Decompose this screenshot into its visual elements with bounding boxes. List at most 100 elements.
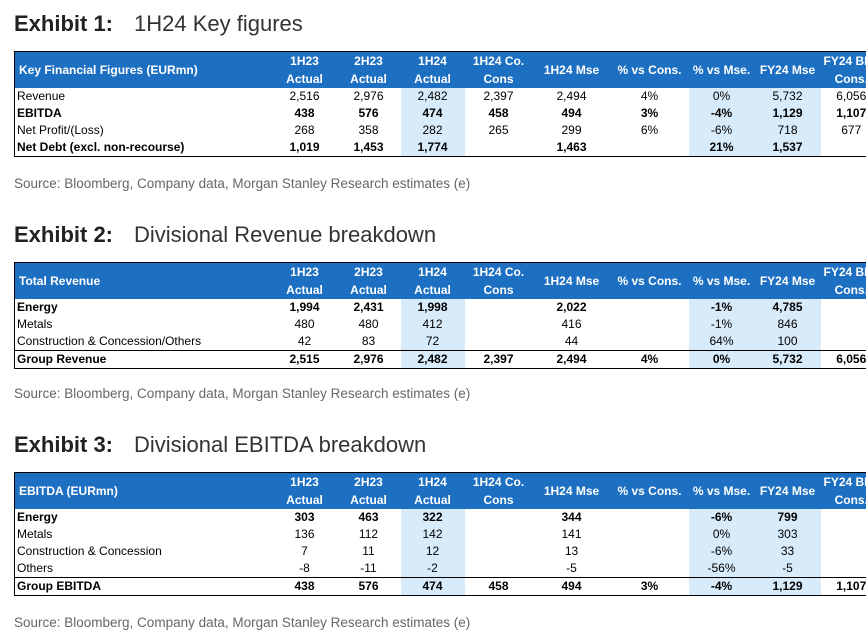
table-cell: 1,537 — [754, 139, 821, 157]
column-subheader: Cons. — [820, 491, 866, 509]
column-header: FY24 Mse — [754, 51, 821, 88]
table-cell: 4,785 — [754, 299, 821, 316]
table-cell: -56% — [688, 560, 755, 578]
row-label: Construction & Concession/Others — [17, 334, 202, 348]
column-subheader: Actual — [400, 491, 465, 509]
row-label: Construction & Concession — [17, 544, 162, 558]
row-label: Revenue — [17, 89, 66, 103]
table-cell: 2,494 — [556, 89, 587, 103]
table-cell — [465, 543, 533, 560]
table-cell: 1,019 — [289, 140, 320, 154]
row-label: Energy — [17, 300, 58, 314]
column-header: 1H24 Mse — [532, 262, 611, 299]
table-cell — [821, 509, 866, 526]
ebitda-breakdown-table: EBITDA (EURmn) 1H23 2H23 1H24 1H24 Co. 1H24 M… — [14, 472, 866, 596]
table-cell — [611, 526, 689, 543]
table-cell: 5,732 — [754, 88, 821, 105]
table-cell — [611, 543, 689, 560]
table-cell — [465, 299, 533, 316]
table-row: Group Revenue 2,515 2,976 2,482 2,397 2,494 4%… — [14, 350, 866, 369]
column-header: FY24 Mse — [754, 262, 821, 299]
table-cell: 458 — [488, 106, 509, 120]
table-cell — [465, 509, 533, 526]
table-cell: 12 — [400, 543, 465, 560]
table-cell: 42 — [297, 334, 312, 348]
table-cell: 3% — [610, 577, 689, 596]
table-cell: 13 — [564, 544, 579, 558]
exhibit-title: Divisional Revenue breakdown — [134, 222, 437, 247]
table-cell: 21% — [688, 139, 755, 157]
table-cell: 2,976 — [336, 350, 401, 369]
table-cell: 1,129 — [754, 577, 821, 596]
table-cell: 494 — [561, 106, 582, 120]
table-cell: 2,431 — [353, 300, 384, 314]
table-cell: -5 — [754, 560, 821, 578]
column-subheader: Actual — [336, 70, 401, 88]
table-cell — [465, 560, 533, 578]
table-cell: -11 — [360, 561, 377, 575]
column-header: % vs Mse. — [688, 472, 755, 509]
column-subheader: Actual — [272, 281, 337, 299]
exhibit-number: Exhibit 3: — [14, 432, 114, 457]
table-cell: -8 — [299, 561, 310, 575]
row-label: Group Revenue — [14, 350, 273, 369]
table-cell — [611, 509, 689, 526]
table-cell: 142 — [400, 526, 465, 543]
column-subheader: Actual — [400, 281, 465, 299]
table-cell: 6,056 — [836, 89, 866, 103]
table-cell: 1,463 — [556, 140, 587, 154]
revenue-breakdown-table: Total Revenue 1H23 2H23 1H24 1H24 Co. 1H24 Ms… — [14, 262, 866, 369]
table-cell: -5 — [566, 561, 577, 575]
table-cell: 0% — [688, 526, 755, 543]
column-subheader: Cons — [464, 70, 533, 88]
table-cell: 2,397 — [464, 350, 533, 369]
table-cell: 463 — [358, 510, 379, 524]
table-cell: 677 — [841, 123, 862, 137]
row-label: Others — [17, 561, 54, 575]
table-cell: 7 — [301, 544, 308, 558]
column-header: 1H24 Co. — [464, 51, 533, 70]
exhibit-1-heading: Exhibit 1: 1H24 Key figures — [14, 9, 303, 39]
column-header: 1H24 — [400, 262, 465, 281]
table-cell: 576 — [358, 106, 379, 120]
table-cell: 438 — [294, 106, 315, 120]
column-header: 1H24 Mse — [532, 472, 611, 509]
table-cell: 2,482 — [400, 350, 465, 369]
table-cell: -6% — [688, 122, 755, 139]
exhibit-2-heading: Exhibit 2: Divisional Revenue breakdown — [14, 220, 436, 250]
table-cell: 846 — [754, 316, 821, 333]
column-subheader: Actual — [400, 70, 465, 88]
table-cell: 141 — [561, 527, 582, 541]
table-cell: -4% — [688, 577, 755, 596]
table-cell — [611, 139, 689, 157]
table-header-label: Key Financial Figures (EURmn) — [14, 51, 273, 88]
table-cell: -1% — [688, 299, 755, 316]
table-cell: 412 — [400, 316, 465, 333]
table-row: Net Debt (excl. non-recourse) 1,019 1,453 1… — [15, 139, 866, 157]
column-header: FY24 Mse — [754, 472, 821, 509]
table-cell: 44 — [564, 334, 579, 348]
row-label: Group EBITDA — [14, 577, 273, 596]
table-row: Construction & Concession/Others 42 83 72 44… — [15, 333, 866, 351]
column-header: 1H24 Co. — [464, 472, 533, 491]
table-cell: 0% — [688, 350, 755, 369]
exhibit-2-source: Source: Bloomberg, Company data, Morgan … — [14, 386, 471, 401]
table-cell: 474 — [400, 105, 465, 122]
row-label: Energy — [17, 510, 58, 524]
table-cell — [821, 526, 866, 543]
table-cell: 2,976 — [353, 89, 384, 103]
column-header: % vs Cons. — [610, 51, 689, 88]
table-cell — [821, 316, 866, 333]
table-cell: 718 — [754, 122, 821, 139]
table-cell: 3% — [640, 106, 659, 120]
table-row: Energy 1,994 2,431 1,998 2,022 -1% 4,785 — [15, 299, 866, 316]
column-header: % vs Cons. — [610, 262, 689, 299]
table-cell: 33 — [754, 543, 821, 560]
table-cell — [821, 560, 866, 578]
table-cell: -6% — [688, 543, 755, 560]
table-cell: 4% — [610, 350, 689, 369]
table-header-label: Total Revenue — [14, 262, 273, 299]
table-cell: -4% — [688, 105, 755, 122]
table-cell: 265 — [488, 123, 509, 137]
column-header: 1H23 — [272, 472, 337, 491]
